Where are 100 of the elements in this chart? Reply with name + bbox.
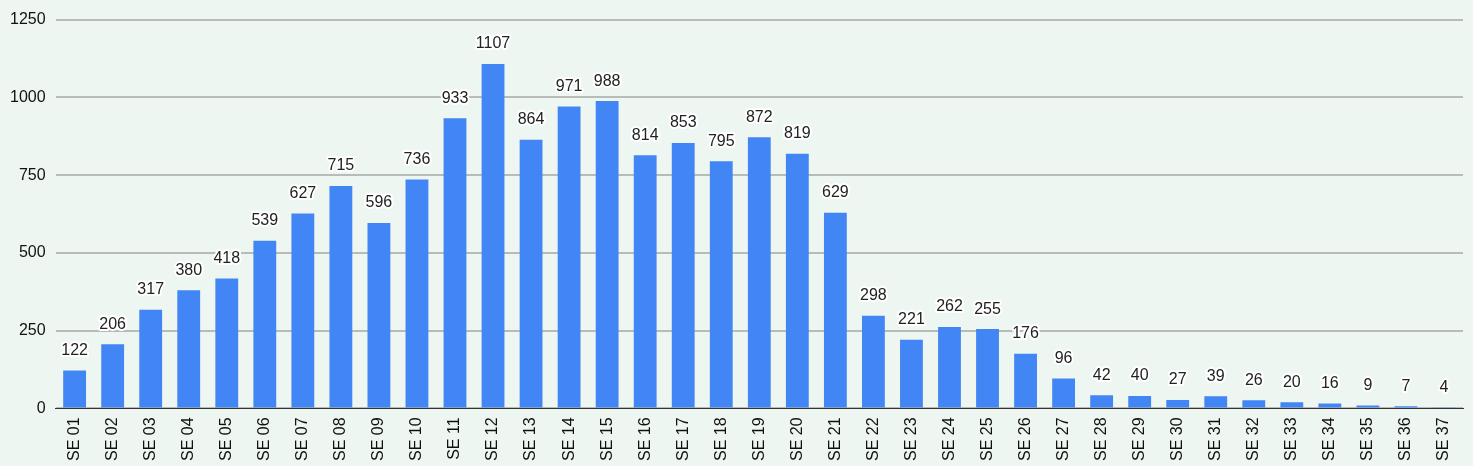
data-label: 176 bbox=[1012, 324, 1040, 342]
data-label: 206 bbox=[99, 314, 127, 332]
x-tick-label: SE 08 bbox=[331, 417, 349, 462]
data-label: 853 bbox=[669, 113, 697, 131]
data-label: 20 bbox=[1282, 372, 1301, 390]
bar bbox=[1052, 378, 1076, 408]
data-label: 298 bbox=[860, 286, 887, 304]
x-tick-label: SE 35 bbox=[1358, 417, 1376, 462]
x-tick-label: SE 09 bbox=[369, 417, 387, 462]
data-label: 1107 bbox=[475, 34, 511, 52]
bar bbox=[1204, 396, 1228, 408]
y-tick-label: 1000 bbox=[10, 87, 46, 105]
data-label: 872 bbox=[745, 107, 773, 125]
data-label: 42 bbox=[1092, 365, 1111, 383]
data-label: 819 bbox=[783, 124, 811, 142]
data-label: 4 bbox=[1439, 377, 1449, 395]
bar bbox=[405, 179, 429, 408]
bar bbox=[329, 186, 353, 408]
bar bbox=[1090, 395, 1114, 408]
data-label: 40 bbox=[1130, 366, 1149, 384]
x-tick-label: SE 22 bbox=[863, 417, 881, 462]
x-tick-label: SE 15 bbox=[597, 417, 615, 462]
bar bbox=[101, 344, 125, 408]
x-tick-label: SE 10 bbox=[407, 417, 425, 462]
x-tick-label: SE 13 bbox=[521, 417, 539, 462]
data-label: 221 bbox=[898, 310, 925, 328]
bar bbox=[443, 118, 467, 408]
data-label: 262 bbox=[936, 297, 963, 315]
data-label: 864 bbox=[517, 110, 545, 128]
data-label: 971 bbox=[555, 76, 583, 94]
y-tick-label: 0 bbox=[36, 398, 46, 416]
x-tick-label: SE 18 bbox=[711, 417, 729, 462]
x-tick-label: SE 21 bbox=[825, 417, 843, 462]
x-tick-label: SE 32 bbox=[1244, 417, 1262, 462]
data-label: 988 bbox=[593, 71, 621, 89]
bar bbox=[900, 339, 923, 408]
y-tick-label: 1250 bbox=[10, 10, 46, 28]
y-tick-label: 250 bbox=[18, 321, 46, 339]
bar bbox=[291, 213, 315, 408]
x-tick-label: SE 19 bbox=[749, 417, 767, 462]
data-label: 418 bbox=[213, 248, 241, 266]
bar bbox=[633, 155, 657, 408]
x-tick-label: SE 16 bbox=[635, 417, 653, 462]
data-label: 736 bbox=[403, 149, 431, 167]
bar bbox=[1166, 400, 1190, 408]
bar bbox=[557, 106, 581, 408]
bar bbox=[177, 290, 201, 408]
x-tick-label: SE 33 bbox=[1282, 417, 1300, 462]
bar bbox=[595, 101, 619, 408]
x-tick-label: SE 29 bbox=[1130, 417, 1148, 462]
data-label: 7 bbox=[1401, 376, 1411, 394]
x-tick-label: SE 20 bbox=[787, 417, 805, 462]
data-label: 96 bbox=[1054, 348, 1073, 366]
x-tick-label: SE 28 bbox=[1092, 417, 1110, 462]
data-label: 255 bbox=[974, 299, 1001, 317]
x-tick-label: SE 11 bbox=[445, 417, 463, 460]
bar bbox=[976, 329, 999, 408]
x-tick-label: SE 37 bbox=[1434, 417, 1452, 462]
x-tick-label: SE 25 bbox=[977, 417, 995, 462]
data-label: 122 bbox=[61, 340, 89, 358]
x-tick-label: SE 23 bbox=[901, 417, 919, 462]
x-tick-label: SE 03 bbox=[141, 417, 159, 462]
y-tick-label: 500 bbox=[18, 243, 46, 261]
x-tick-label: SE 14 bbox=[559, 417, 577, 462]
bar bbox=[1242, 400, 1266, 408]
data-label: 9 bbox=[1363, 376, 1373, 394]
y-tick-label: 750 bbox=[18, 165, 46, 183]
x-tick-label: SE 26 bbox=[1015, 417, 1033, 462]
bar bbox=[253, 240, 277, 408]
data-label: 629 bbox=[822, 183, 849, 201]
bar bbox=[862, 315, 885, 408]
x-tick-label: SE 07 bbox=[293, 417, 311, 462]
data-label: 16 bbox=[1320, 373, 1339, 391]
bar bbox=[481, 64, 505, 408]
bar bbox=[519, 139, 543, 408]
data-label: 596 bbox=[365, 193, 393, 211]
bar bbox=[785, 153, 809, 408]
x-tick-label: SE 24 bbox=[939, 417, 957, 462]
data-label: 317 bbox=[137, 280, 165, 298]
x-tick-label: SE 04 bbox=[179, 417, 197, 462]
bar bbox=[1128, 395, 1152, 408]
bar bbox=[367, 223, 391, 408]
x-tick-label: SE 30 bbox=[1168, 417, 1186, 462]
x-tick-label: SE 12 bbox=[483, 417, 501, 462]
bar bbox=[139, 309, 163, 408]
bar bbox=[63, 370, 87, 408]
x-tick-label: SE 27 bbox=[1054, 417, 1072, 462]
bar bbox=[1318, 403, 1342, 408]
bar bbox=[747, 137, 771, 408]
x-tick-label: SE 17 bbox=[673, 417, 691, 462]
data-label: 814 bbox=[631, 125, 659, 143]
x-tick-label: SE 36 bbox=[1396, 417, 1414, 462]
x-tick-label: SE 06 bbox=[255, 417, 273, 462]
data-label: 380 bbox=[175, 260, 203, 278]
x-tick-label: SE 05 bbox=[217, 417, 235, 462]
bar bbox=[709, 161, 733, 408]
bar bbox=[671, 143, 695, 408]
bar bbox=[215, 278, 239, 408]
x-tick-label: SE 34 bbox=[1320, 417, 1338, 462]
bar bbox=[1014, 353, 1037, 408]
